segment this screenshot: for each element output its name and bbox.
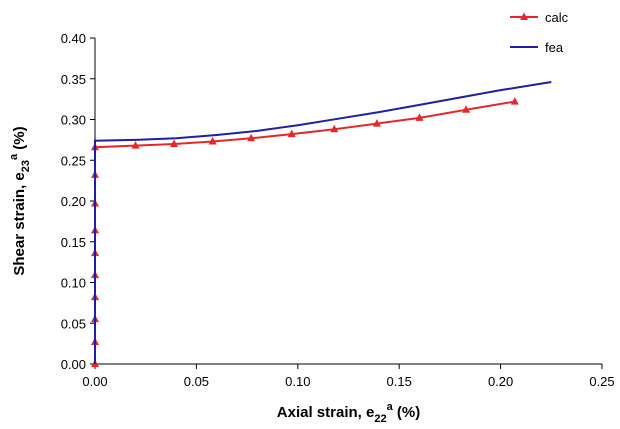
data-point	[372, 119, 381, 127]
data-point	[510, 97, 519, 105]
series-line	[94, 81, 552, 364]
xlabel-label-part: 22	[374, 413, 386, 425]
y-tick-label: 0.35	[61, 72, 86, 87]
xlabel-label-part: a	[387, 401, 394, 413]
legend-marker	[520, 12, 528, 20]
data-point	[247, 133, 256, 142]
y-tick-label: 0.15	[61, 235, 86, 250]
data-point	[330, 124, 339, 133]
xlabel-label: Axial strain, e22a (%)	[277, 401, 420, 425]
x-tick-label: 0.00	[82, 374, 107, 389]
y-tick-label: 0.30	[61, 113, 86, 128]
data-point	[415, 113, 424, 121]
data-point	[170, 139, 179, 147]
xlabel-label-part: (%)	[393, 404, 421, 421]
data-point	[462, 105, 471, 113]
y-tick-label: 0.10	[61, 276, 86, 291]
data-point	[131, 141, 140, 149]
y-tick-label: 0.05	[61, 316, 86, 331]
ylabel-label-part: 23	[20, 160, 32, 172]
xlabel-label-part: Axial strain, e	[277, 404, 375, 421]
ylabel-label-part: (%)	[11, 126, 28, 154]
series-line	[94, 100, 515, 364]
ylabel-label: Shear strain, e23a (%)	[8, 126, 32, 275]
legend-label: fea	[545, 40, 564, 55]
ylabel-label-part: Shear strain, e	[11, 172, 28, 275]
x-tick-label: 0.25	[589, 374, 614, 389]
y-tick-label: 0.20	[61, 194, 86, 209]
x-tick-label: 0.10	[285, 374, 310, 389]
x-tick-label: 0.15	[387, 374, 412, 389]
legend-label: calc	[545, 10, 569, 25]
y-tick-label: 0.40	[61, 31, 86, 46]
x-tick-label: 0.20	[488, 374, 513, 389]
data-point	[208, 137, 217, 145]
data-point	[287, 129, 296, 138]
x-tick-label: 0.05	[184, 374, 209, 389]
y-tick-label: 0.00	[61, 357, 86, 372]
ylabel-label-part: a	[8, 153, 20, 160]
y-tick-label: 0.25	[61, 153, 86, 168]
